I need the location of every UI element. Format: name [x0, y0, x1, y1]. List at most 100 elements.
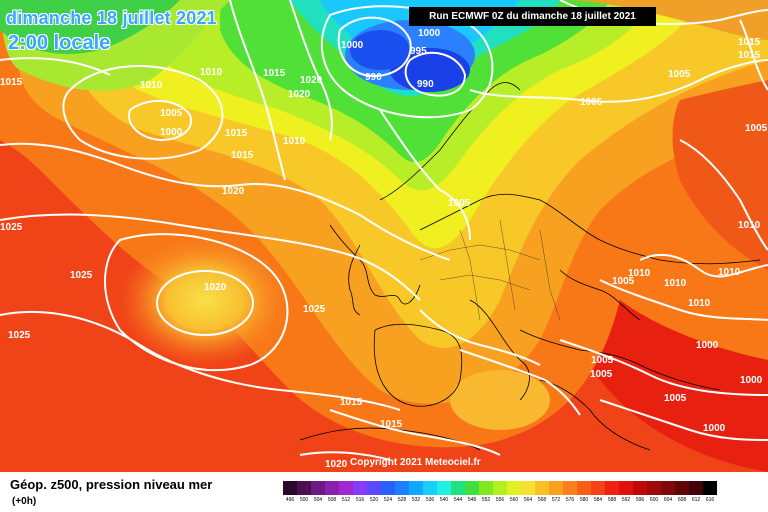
- isobar-label: 1005: [668, 69, 691, 80]
- isobar-label: 1015: [231, 150, 254, 161]
- legend-swatch: [661, 481, 675, 495]
- legend-swatch: [339, 481, 353, 495]
- legend-swatch: [647, 481, 661, 495]
- legend-tick-label: 528: [397, 497, 407, 503]
- legend-tick-label: 540: [439, 497, 449, 503]
- isobar-label: 1020: [204, 282, 227, 293]
- isobar-label: 1000: [341, 40, 364, 51]
- isobar-label: 1015: [225, 128, 248, 139]
- isobar-label: 1005: [580, 97, 603, 108]
- isobar-label: 995: [410, 46, 427, 57]
- legend-tick-label: 572: [551, 497, 561, 503]
- isobar-label: 990: [417, 79, 434, 90]
- legend-swatch: [353, 481, 367, 495]
- isobar-label: 1000: [418, 28, 441, 39]
- legend-tick-label: 580: [579, 497, 589, 503]
- legend-tick-label: 584: [593, 497, 603, 503]
- isobar-label: 1020: [300, 75, 323, 86]
- isobar-label: 1010: [140, 80, 163, 91]
- isobar-label: 1005: [160, 108, 183, 119]
- legend-tick-label: 524: [383, 497, 393, 503]
- isobar-label: 1010: [738, 220, 761, 231]
- legend-swatch: [367, 481, 381, 495]
- legend-swatch: [381, 481, 395, 495]
- isobar-label: 1010: [283, 136, 306, 147]
- copyright-notice: Copyright 2021 Meteociel.fr: [350, 457, 481, 468]
- isobar-label: 1015: [380, 419, 403, 430]
- forecast-offset: (+0h): [12, 496, 37, 507]
- legend-tick-label: 600: [649, 497, 659, 503]
- isobar-label: 1015: [263, 68, 286, 79]
- legend-tick-label: 612: [691, 497, 701, 503]
- high-pressure-area: [120, 235, 290, 365]
- legend-tick-label: 512: [341, 497, 351, 503]
- geopotential-map: [0, 0, 768, 472]
- legend-swatch: [479, 481, 493, 495]
- legend-swatch: [703, 481, 717, 495]
- isobar-label: 1015: [0, 77, 23, 88]
- isobar-label: 1000: [696, 340, 719, 351]
- color-scale-legend: [283, 481, 717, 495]
- legend-tick-label: 544: [453, 497, 463, 503]
- contour-band: [560, 0, 768, 40]
- legend-swatch: [311, 481, 325, 495]
- legend-tick-label: 536: [425, 497, 435, 503]
- isobar-label: 1025: [70, 270, 93, 281]
- legend-tick-label: 564: [523, 497, 533, 503]
- isobar-label: 990: [365, 72, 382, 83]
- legend-swatch: [535, 481, 549, 495]
- map-footer: Géop. z500, pression niveau mer (+0h) 49…: [0, 472, 768, 512]
- legend-swatch: [549, 481, 563, 495]
- isobar-label: 1025: [8, 330, 31, 341]
- legend-tick-label: 576: [565, 497, 575, 503]
- isobar-label: 1015: [738, 37, 761, 48]
- legend-swatch: [591, 481, 605, 495]
- isobar-label: 1005: [448, 198, 471, 209]
- legend-swatch: [633, 481, 647, 495]
- forecast-date: dimanche 18 juillet 2021: [6, 8, 217, 28]
- isobar-label: 1005: [745, 123, 768, 134]
- legend-swatch: [451, 481, 465, 495]
- isobar-label: 1005: [590, 369, 613, 380]
- country-borders: [419, 219, 561, 321]
- legend-tick-label: 548: [467, 497, 477, 503]
- legend-tick-label: 588: [607, 497, 617, 503]
- legend-swatch: [619, 481, 633, 495]
- legend-swatch: [563, 481, 577, 495]
- isobar-label: 1020: [288, 89, 311, 100]
- isobar-label: 1010: [200, 67, 223, 78]
- legend-tick-label: 556: [495, 497, 505, 503]
- legend-tick-label: 552: [481, 497, 491, 503]
- isobar-label: 1005: [188, 9, 211, 20]
- color-scale-ticks: 496 500 504 508 512 516 520 524 528 532 536 540 544 5…: [283, 497, 717, 507]
- legend-tick-label: 516: [355, 497, 365, 503]
- contour-band: [0, 0, 180, 54]
- isobar-label: 1020: [325, 459, 348, 470]
- legend-swatch: [577, 481, 591, 495]
- isobar-label: 1010: [664, 278, 687, 289]
- contour-band: [350, 30, 410, 70]
- isobar-label: 1015: [738, 50, 761, 61]
- legend-swatch: [465, 481, 479, 495]
- legend-tick-label: 532: [411, 497, 421, 503]
- run-info-banner: Run ECMWF 0Z du dimanche 18 juillet 2021: [409, 7, 656, 26]
- isobar-label: 1005: [664, 393, 687, 404]
- isobar-label: 1005: [612, 276, 635, 287]
- legend-swatch: [507, 481, 521, 495]
- isobar-label: 1015: [340, 397, 363, 408]
- legend-tick-label: 596: [635, 497, 645, 503]
- legend-swatch: [521, 481, 535, 495]
- legend-swatch: [437, 481, 451, 495]
- isobar-label: 1000: [160, 127, 183, 138]
- legend-tick-label: 616: [705, 497, 715, 503]
- legend-swatch: [689, 481, 703, 495]
- legend-swatch: [675, 481, 689, 495]
- isobar-label: 1020: [222, 186, 245, 197]
- legend-tick-label: 504: [313, 497, 323, 503]
- legend-tick-label: 608: [677, 497, 687, 503]
- contour-band: [450, 370, 550, 430]
- legend-swatch: [325, 481, 339, 495]
- legend-tick-label: 520: [369, 497, 379, 503]
- legend-tick-label: 500: [299, 497, 309, 503]
